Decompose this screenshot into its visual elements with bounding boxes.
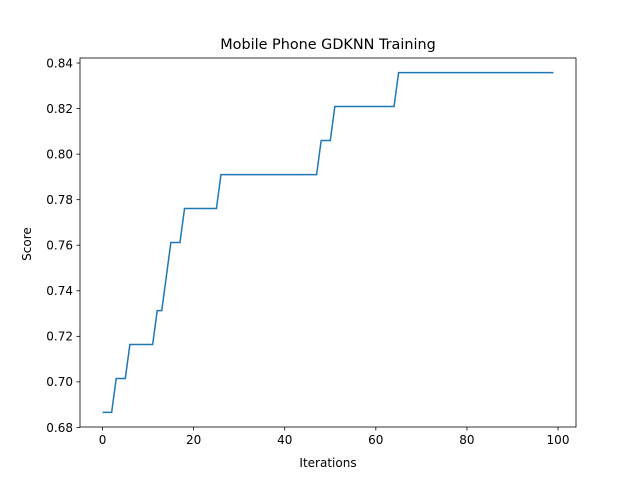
chart-title: Mobile Phone GDKNN Training bbox=[220, 37, 436, 53]
y-axis-label: Score bbox=[20, 227, 34, 261]
x-tick-label: 20 bbox=[186, 433, 201, 447]
series-line-0 bbox=[102, 71, 554, 414]
y-tick-label: 0.68 bbox=[46, 421, 73, 435]
x-tick-label: 40 bbox=[277, 433, 292, 447]
y-tick-label: 0.84 bbox=[46, 56, 73, 70]
x-tick-label: 0 bbox=[99, 433, 107, 447]
x-axis-label: Iterations bbox=[299, 456, 356, 470]
plot-area bbox=[79, 57, 577, 428]
y-tick-label: 0.82 bbox=[46, 102, 73, 116]
x-tick-label: 100 bbox=[547, 433, 570, 447]
y-tick-label: 0.78 bbox=[46, 193, 73, 207]
y-axis: 0.68 0.70 0.72 0.74 0.76 0.78 0.80 0.82 0.84 bbox=[46, 56, 80, 435]
y-tick-label: 0.74 bbox=[46, 284, 73, 298]
y-tick-label: 0.80 bbox=[46, 147, 73, 161]
x-tick-label: 80 bbox=[459, 433, 474, 447]
y-tick-label: 0.70 bbox=[46, 375, 73, 389]
y-tick-label: 0.76 bbox=[46, 239, 73, 253]
y-tick-label: 0.72 bbox=[46, 330, 73, 344]
x-axis: 0 20 40 60 80 100 bbox=[99, 427, 570, 447]
axes-frame bbox=[79, 57, 577, 428]
x-tick-label: 60 bbox=[368, 433, 383, 447]
